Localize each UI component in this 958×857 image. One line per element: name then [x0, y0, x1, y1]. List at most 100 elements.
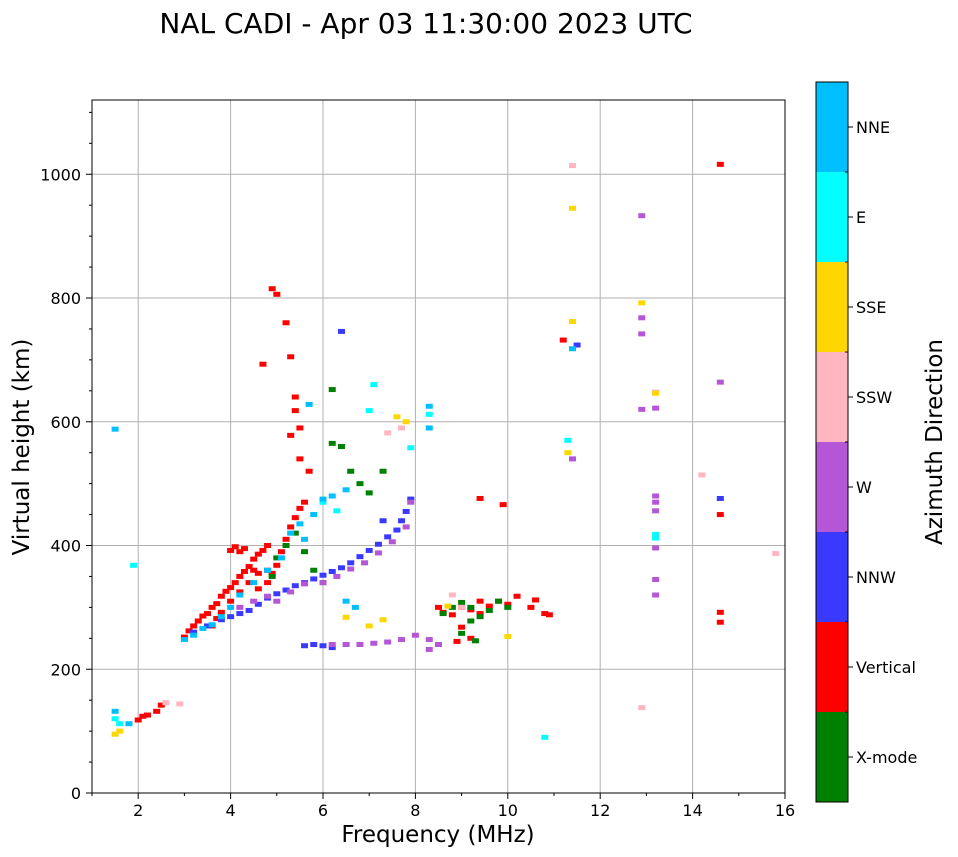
point-x-mode: [328, 387, 336, 393]
x-tick-label: 10: [498, 801, 518, 820]
y-tick-label: 200: [50, 660, 81, 679]
point-x-mode: [467, 604, 475, 610]
point-nne: [190, 632, 198, 638]
point-vertical: [273, 291, 281, 297]
point-vertical: [541, 611, 549, 617]
point-ssw: [448, 592, 456, 598]
colorbar-segment-e: [816, 172, 848, 262]
point-x-mode: [458, 599, 466, 605]
point-vertical: [296, 456, 304, 462]
point-vertical: [504, 601, 512, 607]
point-nnw: [402, 508, 410, 514]
point-vertical: [291, 515, 299, 521]
point-vertical: [273, 562, 281, 568]
point-nnw: [254, 601, 262, 607]
point-x-mode: [504, 604, 512, 610]
point-nnw: [319, 572, 327, 578]
point-vertical: [268, 286, 276, 292]
x-tick-label: 6: [318, 801, 328, 820]
point-ssw: [458, 604, 466, 610]
colorbar-label-ssw: SSW: [856, 388, 892, 407]
point-nne: [296, 521, 304, 527]
point-ssw: [772, 551, 780, 557]
point-w: [374, 550, 382, 556]
point-w: [425, 646, 433, 652]
colorbar-label-nne: NNE: [856, 118, 890, 137]
point-w: [652, 405, 660, 411]
point-vertical: [240, 568, 248, 574]
point-vertical: [217, 609, 225, 615]
point-vertical: [157, 702, 165, 708]
point-vertical: [435, 604, 442, 610]
point-nne: [227, 604, 235, 610]
point-e: [652, 535, 660, 541]
point-nnw: [319, 643, 327, 649]
colorbar-label-e: E: [856, 208, 866, 227]
point-w: [301, 581, 309, 587]
colorbar-label-vertical: Vertical: [856, 658, 916, 677]
colorbar-segment-nnw: [816, 532, 848, 622]
point-nne: [425, 425, 433, 431]
colorbar-segment-sse: [816, 262, 848, 352]
point-w: [652, 499, 660, 505]
point-x-mode: [273, 555, 281, 561]
point-vertical: [227, 547, 235, 553]
point-nne: [328, 493, 336, 499]
point-sse: [111, 731, 119, 737]
point-vertical: [716, 609, 724, 615]
point-x-mode: [476, 614, 484, 620]
point-w: [398, 637, 406, 643]
point-vertical: [231, 544, 239, 550]
point-vertical: [287, 432, 295, 438]
point-vertical: [134, 717, 142, 723]
point-sse: [504, 633, 512, 639]
point-nne: [305, 401, 313, 407]
point-ssw: [162, 700, 170, 706]
point-w: [638, 406, 646, 412]
y-axis-label: Virtual height (km): [9, 339, 35, 556]
grid: [92, 100, 786, 794]
point-vertical: [559, 337, 567, 343]
point-vertical: [236, 573, 244, 579]
point-vertical: [527, 604, 535, 610]
point-vertical: [222, 588, 230, 594]
point-nne: [199, 625, 207, 631]
point-sse: [444, 603, 452, 609]
point-vertical: [143, 712, 151, 718]
point-nne: [236, 592, 244, 598]
point-e: [333, 508, 341, 514]
colorbar-label-sse: SSE: [856, 298, 886, 317]
x-tick-label: 8: [410, 801, 420, 820]
point-w: [287, 589, 295, 595]
point-e: [425, 411, 433, 417]
point-nne: [277, 555, 285, 561]
point-w: [402, 524, 410, 530]
point-nnw: [301, 643, 309, 649]
point-w: [347, 566, 355, 572]
colorbar-label-x-mode: X-mode: [856, 748, 917, 767]
point-vertical: [236, 549, 244, 555]
point-vertical: [227, 598, 235, 604]
point-nnw: [328, 568, 336, 574]
point-vertical: [199, 613, 207, 619]
colorbar-frame: [815, 81, 849, 803]
colorbar: X-mode Vertical NNW W SSW SSE E NNE: [815, 81, 917, 803]
point-vertical: [467, 635, 475, 641]
point-vertical: [264, 543, 272, 548]
point-vertical: [259, 361, 267, 367]
point-sse: [652, 390, 660, 396]
point-nne: [425, 403, 433, 409]
point-w: [716, 379, 724, 385]
point-nnw: [337, 565, 345, 571]
point-nnw: [310, 576, 318, 582]
point-nne: [111, 708, 119, 714]
point-vertical: [254, 570, 262, 576]
point-vertical: [305, 468, 313, 474]
point-vertical: [716, 161, 724, 167]
axis-ticks: 2 4 6 8 10 12 14 16 0 200 400 600 800 1000: [40, 111, 795, 820]
point-e: [111, 716, 119, 722]
point-vertical: [213, 601, 221, 607]
point-nnw: [347, 560, 355, 566]
point-nnw: [273, 591, 281, 597]
